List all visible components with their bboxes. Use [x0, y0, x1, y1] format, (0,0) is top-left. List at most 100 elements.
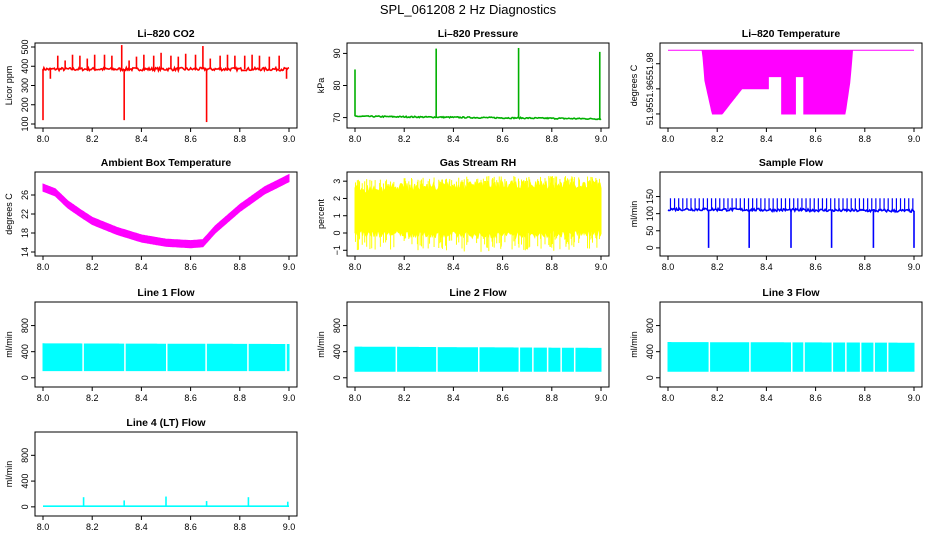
- x-tick-label: 8.6: [809, 262, 822, 272]
- x-tick-label: 9.0: [908, 393, 921, 403]
- x-tick-label: 8.4: [135, 522, 148, 532]
- plot-frame: [659, 301, 923, 388]
- x-tick-label: 8.2: [711, 134, 724, 144]
- data-gap: [124, 303, 126, 385]
- y-tick-label: 300: [20, 78, 30, 93]
- panel-line4: Line 4 (LT) Flow ml/min 8.0 8.2 8.4 8.6 8.8 9.0…: [4, 417, 298, 532]
- x-tick-label: 9.0: [283, 262, 296, 272]
- chart-title: Line 3 Flow: [762, 287, 820, 299]
- y-axis-label: ml/min: [316, 331, 326, 358]
- chart-title: Sample Flow: [759, 157, 824, 169]
- data-gap: [859, 303, 862, 385]
- x-tick-label: 8.2: [86, 522, 99, 532]
- x-tick-label: 8.0: [662, 134, 675, 144]
- chart-title: Ambient Box Temperature: [101, 157, 232, 169]
- x-tick-label: 8.6: [184, 522, 197, 532]
- x-tick-label: 8.0: [662, 393, 675, 403]
- band-ambient: [42, 173, 290, 249]
- data-gap: [395, 303, 398, 385]
- y-tick-label: 70: [332, 113, 342, 123]
- y-tick-label: 0: [20, 375, 30, 380]
- y-tick-label: 400: [645, 344, 655, 359]
- x-tick-label: 8.8: [546, 134, 559, 144]
- y-axis-label: ml/min: [629, 331, 639, 358]
- x-tick-label: 8.4: [447, 393, 460, 403]
- y-axis-label: degrees C: [4, 193, 14, 235]
- data-gap: [436, 303, 438, 385]
- x-tick-label: 8.0: [349, 393, 362, 403]
- x-tick-label: 9.0: [283, 522, 296, 532]
- x-tick-label: 8.4: [447, 262, 460, 272]
- x-tick-label: 8.2: [711, 262, 724, 272]
- y-tick-label: 0: [332, 230, 342, 235]
- x-tick-label: 8.0: [349, 134, 362, 144]
- x-tick-label: 8.8: [234, 393, 247, 403]
- y-axis-label: percent: [316, 198, 326, 229]
- y-tick-label: 400: [20, 59, 30, 74]
- y-tick-label: 100: [20, 116, 30, 131]
- y-tick-label: 800: [332, 318, 342, 333]
- y-axis-label: ml/min: [4, 331, 14, 358]
- figure-title: SPL_061208 2 Hz Diagnostics: [379, 2, 557, 17]
- y-tick-label: 500: [20, 39, 30, 54]
- x-tick-label: 8.6: [496, 393, 509, 403]
- x-tick-label: 8.2: [711, 393, 724, 403]
- y-tick-label: 800: [20, 448, 30, 463]
- band-licor-temp: [668, 49, 914, 115]
- y-tick-label: 80: [332, 80, 342, 90]
- x-tick-label: 8.4: [135, 262, 148, 272]
- data-gap: [749, 303, 751, 385]
- chart-title: Line 4 (LT) Flow: [126, 417, 206, 429]
- plot-frame: [346, 42, 610, 129]
- y-axis-label: ml/min: [4, 461, 14, 488]
- x-tick-label: 9.0: [908, 262, 921, 272]
- y-tick-label: 100: [645, 206, 655, 221]
- chart-title: Line 1 Flow: [137, 287, 195, 299]
- x-tick-label: 8.6: [496, 134, 509, 144]
- x-tick-label: 8.8: [234, 262, 247, 272]
- x-tick-label: 8.6: [496, 262, 509, 272]
- y-tick-label: 2: [332, 196, 342, 201]
- data-gap: [845, 303, 847, 385]
- series-co2: [42, 45, 290, 123]
- panel-line2: Line 2 Flow ml/min 8.0 8.2 8.4 8.6 8.8 9.0 0 400 8…: [316, 287, 610, 403]
- panel-ambient: Ambient Box Temperature degrees C 8.0 8.2 8.…: [4, 157, 298, 272]
- series-line1: [42, 303, 290, 385]
- series-line3: [667, 303, 915, 385]
- x-tick-label: 8.4: [760, 262, 773, 272]
- chart-title: Li–820 Pressure: [438, 28, 519, 40]
- y-tick-label: 22: [20, 209, 30, 219]
- plot-frame: [346, 301, 610, 388]
- plot-frame: [659, 42, 923, 129]
- y-tick-label: 51.98: [645, 52, 655, 75]
- series-licor-temp: [668, 49, 914, 126]
- panel-pressure: Li–820 Pressure kPa 8.0 8.2 8.4 8.6 8.8 9.0 70 80…: [316, 28, 610, 144]
- x-tick-label: 8.4: [760, 134, 773, 144]
- data-gap: [768, 77, 782, 126]
- x-tick-label: 8.8: [234, 522, 247, 532]
- series-pressure: [354, 47, 602, 121]
- data-gap: [873, 303, 875, 385]
- plot-frame: [346, 171, 610, 257]
- x-tick-label: 8.6: [184, 262, 197, 272]
- y-tick-label: 400: [332, 344, 342, 359]
- y-tick-label: 0: [645, 375, 655, 380]
- x-tick-label: 8.2: [398, 134, 411, 144]
- x-tick-label: 8.0: [37, 134, 50, 144]
- x-tick-label: 8.4: [447, 134, 460, 144]
- data-gap: [803, 303, 805, 385]
- panel-sample: Sample Flow ml/min 8.0 8.2 8.4 8.6 8.8 9.0 0 50 10…: [629, 157, 923, 272]
- x-tick-label: 8.2: [398, 262, 411, 272]
- x-tick-label: 8.0: [37, 522, 50, 532]
- y-tick-label: 3: [332, 179, 342, 184]
- panel-line1: Line 1 Flow ml/min 8.0 8.2 8.4 8.6 8.8 9.0 0 400 8…: [4, 287, 298, 403]
- x-tick-label: 9.0: [595, 134, 608, 144]
- y-tick-label: 26: [20, 190, 30, 200]
- data-gap: [247, 303, 249, 385]
- data-gap: [831, 303, 834, 385]
- data-gap: [546, 303, 549, 385]
- y-axis-label: ml/min: [629, 201, 639, 228]
- data-gap: [791, 303, 793, 385]
